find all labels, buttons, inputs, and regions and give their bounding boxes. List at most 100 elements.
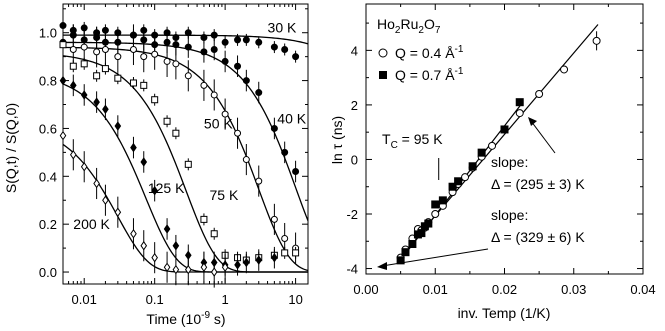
data-point-3: [151, 96, 159, 104]
right-x-tick-label: 0.02: [492, 282, 517, 297]
data-point-q07: [424, 219, 433, 228]
data-point-4: [102, 104, 109, 115]
data-point-3: [281, 249, 289, 257]
data-point-4: [80, 90, 88, 100]
data-point-3: [172, 129, 180, 137]
data-point-3: [210, 230, 218, 238]
data-point-q07: [448, 182, 457, 191]
slope2-value: Δ = (329 ± 6) K: [491, 229, 585, 245]
data-point-5: [80, 161, 88, 172]
data-point-q07: [438, 196, 447, 205]
legend-label-q04: Q = 0.4 Å-1: [395, 44, 464, 61]
data-point-1: [221, 57, 229, 65]
left-y-tick-label: 0.0: [39, 265, 57, 280]
data-point-5: [59, 130, 67, 141]
data-point-2: [281, 235, 289, 243]
right-data-points: [396, 31, 601, 265]
data-point-4: [140, 157, 148, 167]
data-point-3: [59, 41, 67, 49]
data-point-1: [255, 89, 263, 97]
data-point-0: [184, 29, 192, 37]
data-point-3: [163, 117, 171, 125]
series-label-3: 75 K: [210, 187, 239, 203]
left-chart: 0.01 0.1 1 10 0.0 0.2 0.4 0.6 0.8 1.0 30 K 40 K 50 …: [3, 3, 309, 327]
data-point-2: [255, 177, 263, 185]
data-point-1: [184, 43, 192, 51]
data-point-3: [93, 72, 101, 80]
slope2-arrow-shaft: [381, 248, 489, 267]
left-x-axis-title: Time (10-9 s): [146, 310, 225, 327]
data-point-q04: [592, 36, 601, 45]
data-point-4: [151, 185, 158, 196]
data-point-1: [163, 38, 171, 46]
data-point-5: [151, 252, 158, 263]
data-point-q07: [454, 177, 463, 186]
data-point-0: [210, 31, 218, 39]
left-y-tick-label: 0.4: [39, 169, 57, 184]
data-point-2: [101, 45, 109, 53]
data-point-2: [242, 156, 250, 164]
left-x-tick-label: 0.01: [72, 292, 97, 307]
slope2-label: slope:: [491, 207, 528, 223]
right-y-tick-label: 0: [351, 152, 358, 167]
data-point-1: [172, 41, 180, 49]
data-point-5: [200, 262, 208, 273]
data-point-5: [130, 228, 137, 239]
data-point-5: [163, 262, 171, 273]
right-x-tick-label: 0.03: [561, 282, 586, 297]
data-point-4: [163, 224, 171, 234]
data-point-0: [281, 45, 289, 53]
data-point-4: [93, 97, 100, 107]
data-point-q07: [477, 148, 486, 157]
right-y-axis-title: ln τ (ns): [329, 116, 345, 164]
data-point-1: [281, 148, 289, 156]
legend-marker-filled-square: [379, 71, 387, 79]
data-point-2: [114, 53, 122, 61]
fit-curve-5: [62, 143, 308, 273]
fit-curve-0: [63, 34, 309, 45]
slope1-arrow-head: [528, 117, 537, 126]
right-x-tick-label: 0.00: [353, 282, 378, 297]
data-point-5: [184, 264, 192, 275]
data-point-0: [200, 34, 208, 42]
data-point-2: [210, 91, 218, 99]
series-label-2: 50 K: [204, 115, 233, 131]
data-point-3: [101, 65, 109, 73]
data-point-3: [292, 249, 300, 257]
data-point-0: [59, 22, 67, 30]
data-point-2: [93, 48, 101, 56]
series-label-4: 125 K: [148, 180, 185, 196]
data-point-4: [243, 257, 250, 268]
data-point-2: [129, 45, 137, 53]
data-point-3: [129, 79, 137, 87]
data-point-2: [69, 45, 77, 53]
left-x-tick-label: 1: [222, 292, 229, 307]
legend-marker-open-circle: [378, 48, 388, 58]
data-point-2: [270, 215, 278, 223]
data-point-1: [234, 62, 242, 70]
data-point-1: [292, 168, 300, 176]
data-point-q04: [560, 65, 569, 74]
data-point-2: [234, 129, 242, 137]
data-point-2: [151, 50, 159, 58]
data-point-4: [69, 80, 77, 91]
right-chart: 0.00 0.01 0.02 0.03 0.04 -4 -2 0 2 4 ln τ (ns) in…: [329, 3, 656, 321]
data-point-3: [200, 215, 208, 223]
fit-curve-4: [62, 83, 308, 273]
data-point-q04: [515, 109, 524, 118]
data-point-q04: [461, 173, 470, 182]
data-point-1: [200, 48, 208, 56]
data-point-q04: [431, 210, 440, 218]
left-y-tick-label: 0.6: [39, 121, 57, 136]
data-point-4: [271, 252, 278, 263]
legend: Q = 0.4 Å-1 Q = 0.7 Å-1: [378, 44, 464, 83]
slope1-arrow-shaft: [530, 120, 556, 154]
data-point-0: [270, 43, 278, 51]
data-point-4: [114, 121, 122, 131]
data-point-0: [234, 36, 242, 44]
data-point-1: [242, 77, 250, 85]
data-point-q07: [417, 229, 426, 238]
data-point-1: [270, 124, 278, 132]
data-point-5: [114, 207, 122, 217]
